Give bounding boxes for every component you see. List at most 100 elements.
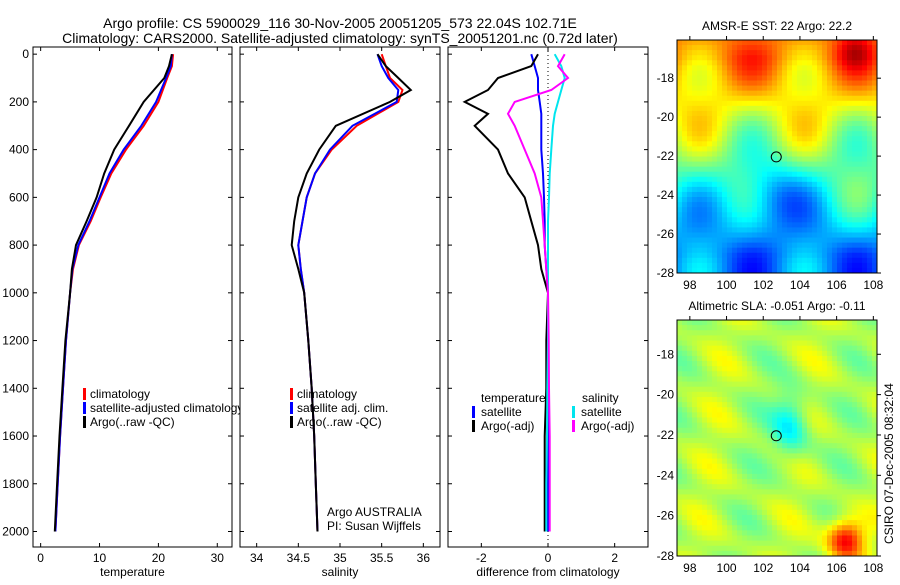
map-cell bbox=[762, 520, 768, 526]
map-cell bbox=[852, 55, 858, 61]
map-cell bbox=[797, 60, 803, 66]
map-cell bbox=[772, 540, 778, 547]
map-cell bbox=[727, 458, 733, 465]
map-cell bbox=[862, 237, 868, 244]
map-cell bbox=[777, 453, 783, 460]
map-cell bbox=[712, 222, 718, 228]
map-cell bbox=[827, 540, 833, 547]
x-tick-label: 100 bbox=[717, 561, 737, 575]
map-cell bbox=[807, 535, 813, 542]
map-cell bbox=[757, 181, 763, 188]
map-cell bbox=[867, 110, 873, 117]
map-cell bbox=[772, 463, 778, 470]
map-cell bbox=[827, 514, 833, 521]
map-cell bbox=[832, 151, 838, 157]
map-cell bbox=[862, 267, 868, 274]
map-cell bbox=[787, 232, 793, 239]
map-cell bbox=[742, 191, 748, 198]
x-axis-label: temperature bbox=[100, 565, 165, 579]
map-cell bbox=[797, 267, 803, 274]
map-cell bbox=[852, 100, 858, 107]
map-cell bbox=[857, 161, 863, 168]
map-cell bbox=[862, 222, 868, 228]
map-cell bbox=[772, 432, 778, 439]
map-cell bbox=[767, 237, 773, 244]
map-cell bbox=[842, 237, 848, 244]
map-cell bbox=[747, 540, 753, 547]
map-cell bbox=[832, 171, 838, 178]
map-cell bbox=[752, 110, 758, 117]
map-cell bbox=[807, 443, 813, 449]
map-cell bbox=[697, 262, 703, 269]
map-cell bbox=[767, 207, 773, 213]
map-cell bbox=[732, 402, 738, 408]
map-cell bbox=[822, 325, 828, 331]
map-cell bbox=[852, 161, 858, 168]
map-cell bbox=[747, 422, 753, 429]
map-cell bbox=[837, 202, 843, 208]
map-cell bbox=[857, 391, 863, 398]
map-cell bbox=[777, 489, 783, 495]
map-cell bbox=[747, 85, 753, 92]
map-cell bbox=[712, 85, 718, 92]
map-cell bbox=[817, 217, 823, 223]
map-cell bbox=[767, 499, 773, 506]
map-cell bbox=[832, 355, 838, 362]
map-cell bbox=[712, 453, 718, 460]
map-cell bbox=[707, 335, 713, 342]
map-cell bbox=[832, 131, 838, 137]
map-cell bbox=[702, 45, 708, 51]
map-cell bbox=[687, 325, 693, 331]
map-cell bbox=[702, 458, 708, 465]
map-cell bbox=[707, 181, 713, 188]
map-cell bbox=[722, 402, 728, 408]
map-cell bbox=[812, 166, 818, 173]
map-cell bbox=[677, 156, 683, 163]
map-cell bbox=[767, 320, 773, 326]
map-cell bbox=[812, 110, 818, 117]
map-cell bbox=[797, 207, 803, 213]
map-cell bbox=[692, 166, 698, 173]
map-cell bbox=[697, 232, 703, 239]
map-cell bbox=[682, 494, 688, 501]
map-cell bbox=[837, 520, 843, 526]
map-cell bbox=[692, 355, 698, 362]
map-cell bbox=[717, 85, 723, 92]
map-cell bbox=[852, 181, 858, 188]
map-cell bbox=[827, 417, 833, 424]
map-cell bbox=[702, 345, 708, 352]
map-cell bbox=[787, 371, 793, 377]
map-cell bbox=[847, 237, 853, 244]
map-cell bbox=[852, 525, 858, 531]
map-cell bbox=[797, 257, 803, 264]
map-cell bbox=[687, 197, 693, 203]
map-cell bbox=[717, 550, 723, 557]
map-cell bbox=[797, 222, 803, 228]
map-cell bbox=[702, 156, 708, 163]
map-cell bbox=[847, 70, 853, 76]
map-cell bbox=[772, 355, 778, 362]
map-cell bbox=[872, 95, 878, 102]
map-cell bbox=[802, 126, 808, 132]
map-cell bbox=[772, 376, 778, 383]
map-cell bbox=[757, 371, 763, 377]
map-cell bbox=[752, 494, 758, 501]
map-cell bbox=[737, 267, 743, 274]
map-cell bbox=[847, 186, 853, 193]
map-cell bbox=[732, 514, 738, 521]
map-cell bbox=[852, 458, 858, 465]
map-cell bbox=[707, 232, 713, 239]
map-cell bbox=[677, 105, 683, 112]
map-cell bbox=[807, 463, 813, 470]
map-cell bbox=[762, 417, 768, 424]
map-cell bbox=[857, 325, 863, 331]
map-cell bbox=[762, 453, 768, 460]
map-cell bbox=[767, 110, 773, 117]
map-cell bbox=[762, 197, 768, 203]
map-cell bbox=[767, 70, 773, 76]
map-cell bbox=[707, 509, 713, 516]
map-cell bbox=[847, 545, 853, 552]
map-cell bbox=[727, 376, 733, 383]
map-cell bbox=[717, 75, 723, 82]
map-cell bbox=[787, 207, 793, 213]
